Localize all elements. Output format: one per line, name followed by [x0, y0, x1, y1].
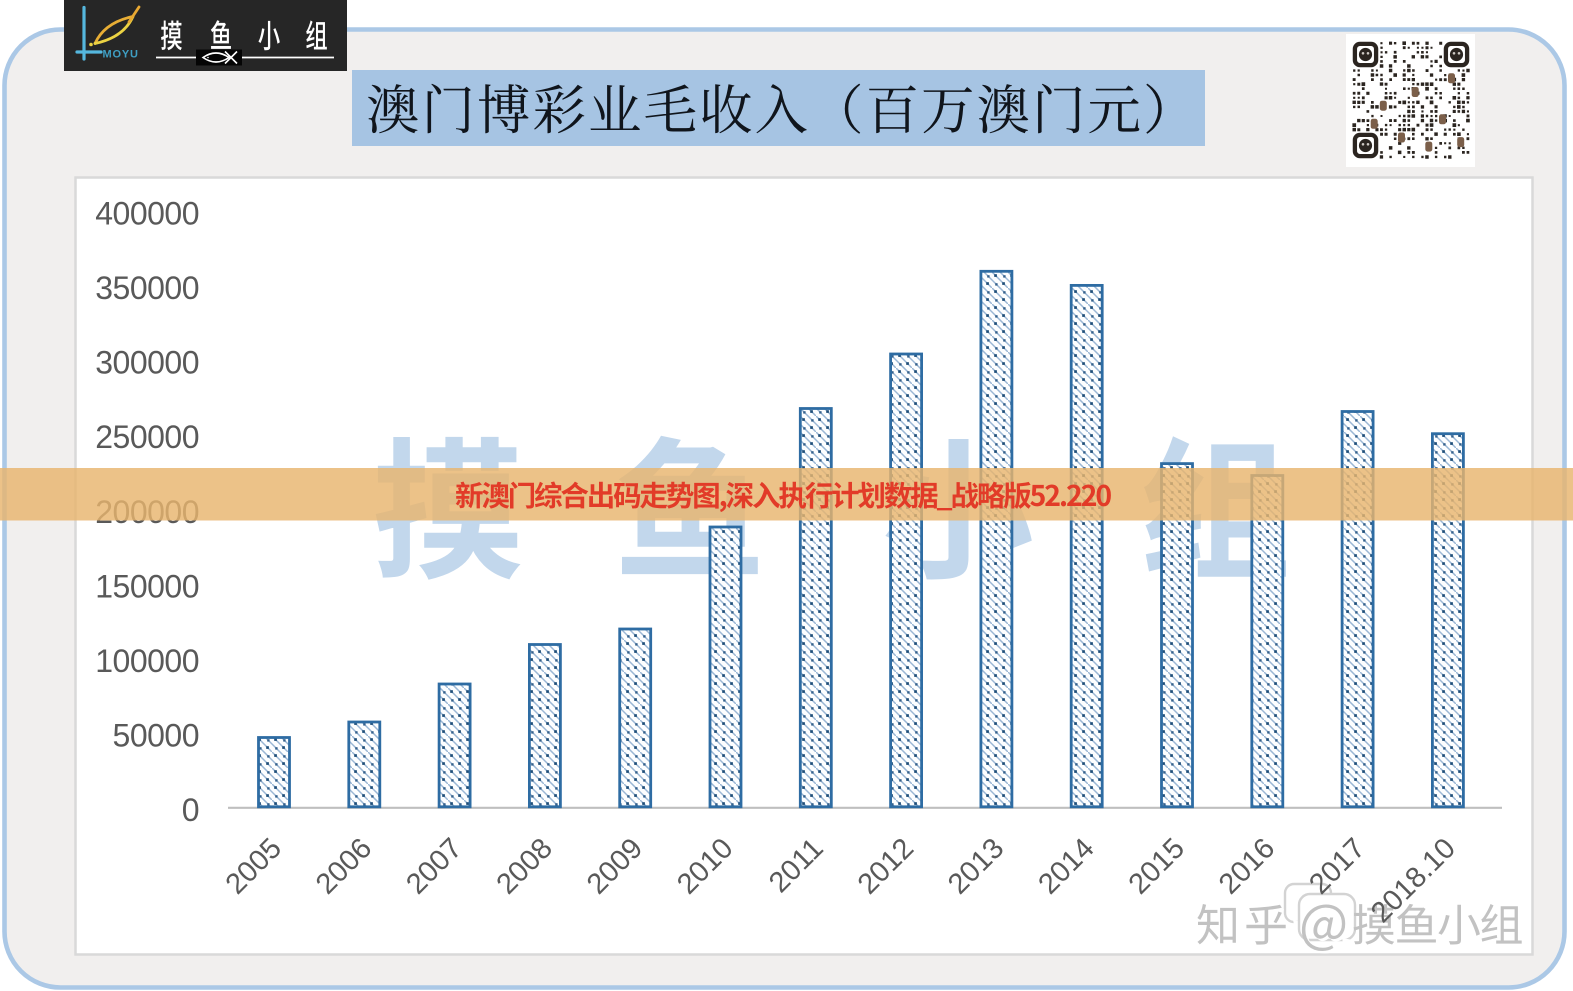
svg-text:400000: 400000 [95, 196, 199, 232]
svg-text:0: 0 [182, 792, 199, 828]
svg-text:250000: 250000 [95, 419, 199, 455]
svg-text:50000: 50000 [113, 718, 199, 754]
svg-text:350000: 350000 [95, 270, 199, 306]
svg-text:100000: 100000 [95, 643, 199, 679]
svg-text:300000: 300000 [95, 345, 199, 381]
svg-text:150000: 150000 [95, 568, 199, 604]
svg-text:MOYU: MOYU [103, 49, 139, 61]
